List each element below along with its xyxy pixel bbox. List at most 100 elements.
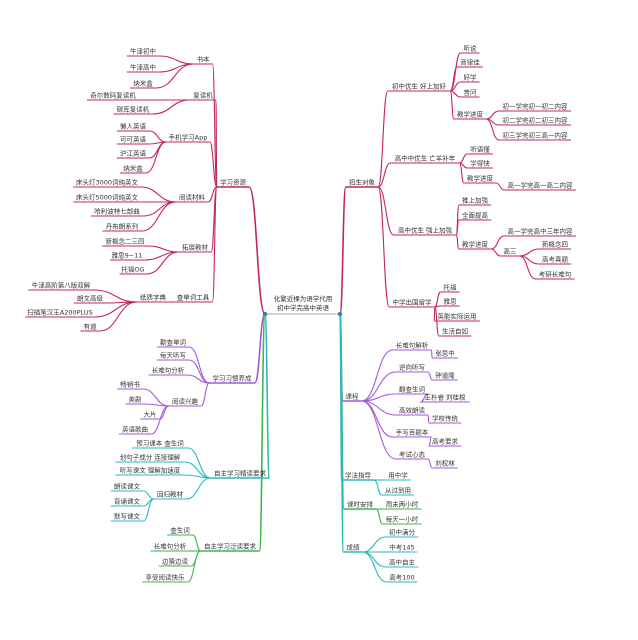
- node[interactable]: 高三: [500, 247, 520, 257]
- node[interactable]: 牛津高中: [126, 63, 160, 73]
- node[interactable]: 长难句分析: [148, 366, 188, 376]
- node[interactable]: 课程: [342, 392, 362, 402]
- node[interactable]: 新概念四: [538, 240, 572, 250]
- node[interactable]: 自主学习泛读要求: [200, 542, 260, 552]
- node[interactable]: 高考100: [386, 573, 418, 583]
- node[interactable]: 张思中: [432, 349, 458, 359]
- node[interactable]: 学得快: [467, 159, 493, 169]
- node[interactable]: 美剧: [125, 395, 145, 405]
- node[interactable]: 扫描笔汉王A200PLUS: [25, 308, 95, 318]
- node[interactable]: 学法指导: [341, 471, 375, 481]
- node[interactable]: 奇尔数码复读机: [86, 91, 140, 101]
- node[interactable]: 查单词工具: [173, 293, 213, 303]
- node[interactable]: 普问: [460, 88, 480, 98]
- node[interactable]: 阅读兴趣: [168, 397, 202, 407]
- node[interactable]: 教学进度: [463, 174, 497, 184]
- node[interactable]: 听语懂: [467, 145, 493, 155]
- node[interactable]: 高考真题: [538, 255, 572, 265]
- node[interactable]: 长难句解析: [392, 341, 432, 351]
- node[interactable]: 雅思9~11: [109, 252, 145, 261]
- node[interactable]: 手写百题本: [392, 428, 432, 438]
- node[interactable]: 有道: [80, 322, 100, 332]
- node[interactable]: 初三学完初三高一内容: [499, 131, 571, 141]
- node[interactable]: 王朴睿 刘桂根: [420, 393, 470, 403]
- root-node[interactable]: 化繁近棵为语学代用 初中学完高中英语: [265, 294, 340, 315]
- node[interactable]: 用中学: [385, 471, 411, 481]
- node[interactable]: 阅读材料: [175, 193, 209, 203]
- node[interactable]: 周末两小时: [382, 500, 422, 510]
- node[interactable]: 学习习惯养成: [209, 374, 255, 384]
- node[interactable]: 手机学习App: [166, 133, 210, 143]
- node[interactable]: 高考要求: [428, 437, 462, 447]
- node[interactable]: 考试心态: [395, 450, 429, 460]
- node[interactable]: 勤查单词: [156, 338, 190, 348]
- node[interactable]: 床头灯5000词纯英文: [73, 193, 141, 203]
- node[interactable]: 初一学完初一初二内容: [499, 102, 571, 112]
- node[interactable]: 预习课本 查生词: [132, 439, 188, 449]
- node[interactable]: 考研长难句: [535, 270, 575, 280]
- node[interactable]: 高效朗读: [395, 406, 429, 416]
- node[interactable]: 纳米盒: [130, 79, 156, 89]
- node[interactable]: 英能实际运用: [434, 312, 480, 322]
- node[interactable]: 每天一小时: [382, 515, 422, 525]
- node[interactable]: 推上加强: [458, 196, 492, 206]
- node[interactable]: 新概念二三四: [102, 237, 148, 247]
- node[interactable]: 懒人英语: [116, 122, 150, 132]
- node[interactable]: 牛津初中: [126, 47, 160, 57]
- node[interactable]: 刘权林: [432, 459, 458, 469]
- node[interactable]: 招生对象: [345, 178, 379, 188]
- node[interactable]: 碳库复读机: [113, 105, 153, 115]
- node[interactable]: 高中中优生 亡羊补牢: [390, 154, 460, 164]
- node[interactable]: 回归教材: [153, 490, 187, 500]
- node[interactable]: 逆向听写: [395, 363, 429, 373]
- node[interactable]: 课时安排: [343, 500, 377, 510]
- node[interactable]: 丹布朗系列: [102, 222, 142, 232]
- node[interactable]: 每天听写: [156, 351, 190, 361]
- node[interactable]: 沪江英语: [116, 149, 150, 159]
- node[interactable]: 划句子成分 连接理解: [115, 453, 185, 463]
- node[interactable]: 纸质字典: [136, 293, 170, 303]
- node[interactable]: 畅销书: [117, 380, 143, 390]
- node[interactable]: 长难句分析: [150, 542, 190, 552]
- node[interactable]: 床头灯3000词纯英文: [73, 178, 141, 188]
- node[interactable]: 好学: [460, 73, 480, 83]
- node[interactable]: 书本: [193, 55, 213, 65]
- node[interactable]: 高一学完高中三年内容: [504, 227, 576, 237]
- node[interactable]: 大片: [140, 410, 160, 420]
- node[interactable]: 听写课文 理解加速度: [115, 466, 185, 476]
- node[interactable]: 学校传统: [428, 414, 462, 424]
- node[interactable]: 教学进度: [458, 240, 492, 250]
- node[interactable]: 中学出国留学: [389, 298, 435, 308]
- node[interactable]: 成绩: [343, 543, 363, 553]
- node[interactable]: 享受阅读快乐: [142, 573, 188, 583]
- node[interactable]: 高中优生 强上加强: [393, 226, 457, 236]
- node[interactable]: 中考145: [386, 543, 418, 553]
- node[interactable]: 托福: [440, 283, 460, 293]
- node[interactable]: 钟道隆: [432, 371, 458, 381]
- node[interactable]: 边猜边读: [158, 557, 192, 567]
- node[interactable]: 全面提高: [458, 211, 492, 221]
- node[interactable]: 雅思: [440, 298, 460, 307]
- node[interactable]: 复读机: [190, 91, 216, 101]
- node[interactable]: 背诵课文: [110, 497, 144, 507]
- node[interactable]: 生活自如: [438, 327, 472, 337]
- node[interactable]: 托福OG: [119, 265, 147, 275]
- node[interactable]: 初二学完初二初三内容: [499, 116, 571, 126]
- node[interactable]: 英语歌曲: [118, 425, 152, 435]
- node[interactable]: 朗读课文: [110, 482, 144, 492]
- node[interactable]: 初中优生 好上加好: [387, 82, 451, 92]
- node[interactable]: 初中满分: [385, 528, 419, 538]
- node[interactable]: 翻查生词: [395, 385, 429, 395]
- node[interactable]: 从过到用: [381, 486, 415, 496]
- node[interactable]: 音律佳: [457, 58, 483, 68]
- node[interactable]: 默写课文: [110, 512, 144, 522]
- node[interactable]: 教学进度: [453, 110, 487, 120]
- node[interactable]: 学习资源: [216, 178, 250, 188]
- node[interactable]: 查生词: [167, 526, 193, 536]
- node[interactable]: 牛津高阶第八版双解: [28, 281, 94, 291]
- node[interactable]: 高中自主: [385, 558, 419, 568]
- node[interactable]: 高一学完高一高二内容: [504, 181, 576, 191]
- node[interactable]: 自主学习精读要求: [210, 469, 270, 479]
- node[interactable]: 朗文高级: [73, 294, 107, 304]
- node[interactable]: 可可英语: [116, 135, 150, 145]
